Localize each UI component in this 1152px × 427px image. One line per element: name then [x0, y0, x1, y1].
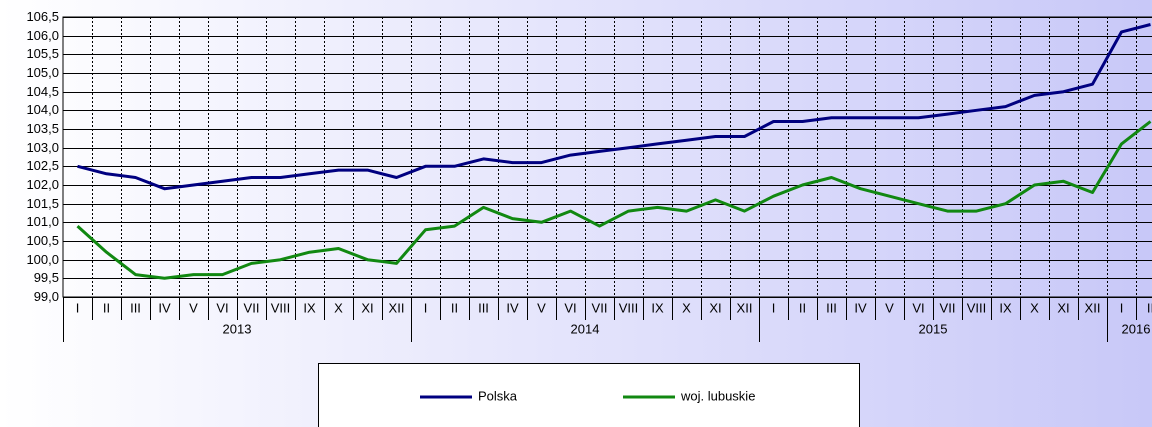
group-label: 2016: [1122, 321, 1151, 336]
x-tick-label: X: [1030, 300, 1039, 315]
x-tick-label: X: [682, 300, 691, 315]
x-tick-label: VIII: [967, 300, 987, 315]
x-tick-label: IX: [651, 300, 664, 315]
y-tick-label: 102,5: [26, 158, 59, 173]
y-tick-label: 106,5: [26, 9, 59, 24]
y-tick-label: 100,0: [26, 252, 59, 267]
y-tick-label: 106,0: [26, 28, 59, 43]
x-tick-label: XII: [389, 300, 405, 315]
x-tick-label: III: [826, 300, 837, 315]
x-tick-label: VII: [244, 300, 260, 315]
x-tick-label: V: [537, 300, 546, 315]
y-tick-label: 101,5: [26, 196, 59, 211]
x-tick-label: X: [334, 300, 343, 315]
y-tick-label: 103,5: [26, 121, 59, 136]
y-tick-label: 103,0: [26, 140, 59, 155]
x-tick-label: VIII: [619, 300, 639, 315]
x-tick-label: II: [1147, 300, 1152, 315]
x-tick-label: XI: [709, 300, 721, 315]
y-tick-label: 99,5: [34, 270, 59, 285]
x-tick-label: IV: [158, 300, 171, 315]
y-tick-label: 104,0: [26, 102, 59, 117]
x-tick-label: VI: [216, 300, 228, 315]
y-tick-label: 99,0: [34, 289, 59, 304]
x-tick-label: IX: [999, 300, 1012, 315]
x-tick-label: VI: [564, 300, 576, 315]
x-tick-label: VII: [940, 300, 956, 315]
x-tick-label: I: [1120, 300, 1124, 315]
x-tick-label: IV: [506, 300, 519, 315]
y-tick-label: 105,0: [26, 65, 59, 80]
y-tick-label: 104,5: [26, 84, 59, 99]
x-tick-label: XI: [361, 300, 373, 315]
x-tick-label: V: [885, 300, 894, 315]
group-label: 2015: [919, 321, 948, 336]
x-tick-label: I: [76, 300, 80, 315]
group-label: 2013: [223, 321, 252, 336]
x-tick-label: XII: [737, 300, 753, 315]
x-tick-label: I: [772, 300, 776, 315]
legend-box: [318, 363, 860, 427]
series-line: [76, 120, 1152, 280]
x-tick-label: VIII: [271, 300, 291, 315]
x-tick-label: III: [130, 300, 141, 315]
x-tick-label: IV: [854, 300, 867, 315]
series-line: [77, 23, 1151, 191]
legend-label: Polska: [478, 388, 518, 403]
x-tick-label: XI: [1057, 300, 1069, 315]
x-tick-label: VI: [912, 300, 924, 315]
x-tick-label: IX: [303, 300, 316, 315]
x-tick-label: XII: [1085, 300, 1101, 315]
y-tick-label: 100,5: [26, 233, 59, 248]
x-tick-label: II: [799, 300, 806, 315]
x-tick-label: II: [103, 300, 110, 315]
x-tick-label: III: [478, 300, 489, 315]
y-tick-label: 102,0: [26, 177, 59, 192]
x-tick-label: II: [451, 300, 458, 315]
x-tick-label: VII: [592, 300, 608, 315]
group-label: 2014: [571, 321, 600, 336]
x-tick-label: V: [189, 300, 198, 315]
y-tick-label: 105,5: [26, 46, 59, 61]
legend-label: woj. lubuskie: [680, 388, 755, 403]
y-tick-label: 101,0: [26, 214, 59, 229]
x-tick-label: I: [424, 300, 428, 315]
